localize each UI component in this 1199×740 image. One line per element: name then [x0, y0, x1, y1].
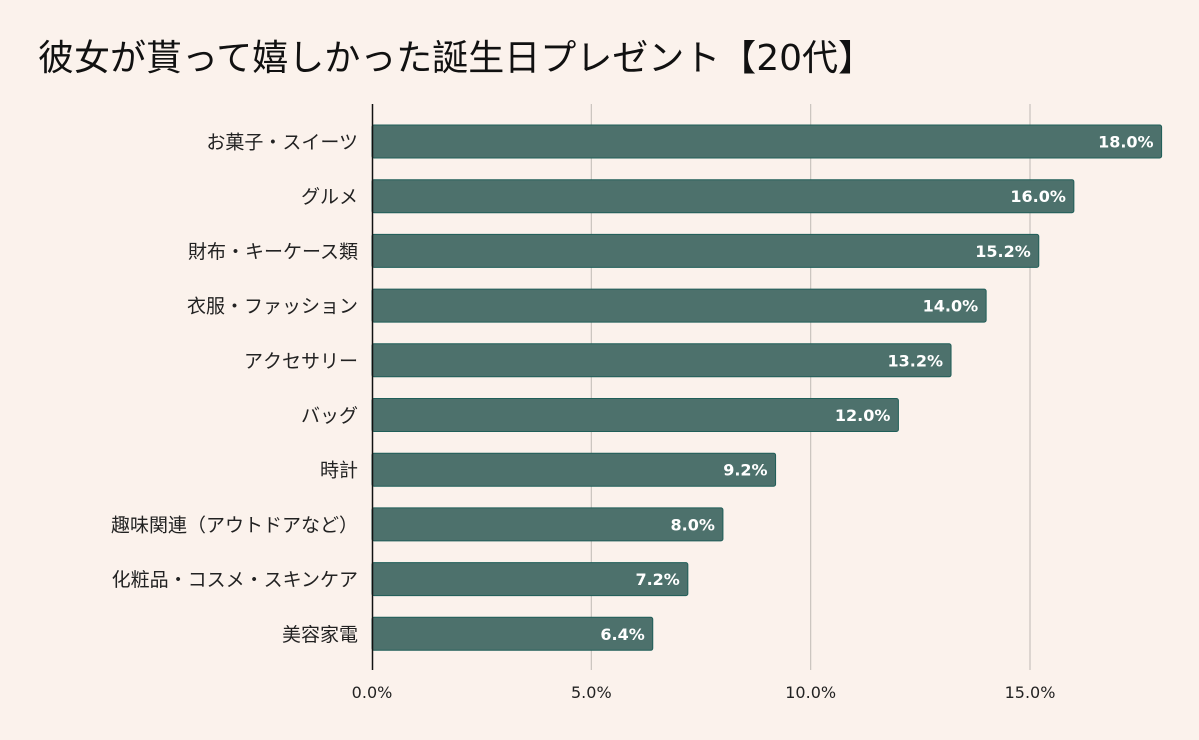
category-label: 化粧品・コスメ・スキンケア	[112, 569, 358, 591]
bar	[371, 452, 777, 487]
category-label: アクセサリー	[244, 350, 358, 372]
x-tick-label: 10.0%	[785, 683, 836, 702]
x-tick-label: 15.0%	[1005, 683, 1056, 702]
data-label: 12.0%	[835, 406, 891, 425]
data-label: 9.2%	[723, 461, 767, 480]
category-label: 衣服・ファッション	[187, 296, 358, 318]
category-label: お菓子・スイーツ	[206, 132, 358, 154]
data-label: 16.0%	[1010, 187, 1066, 206]
x-tick-label: 0.0%	[352, 683, 393, 702]
category-label: 趣味関連（アウトドアなど）	[111, 514, 358, 536]
bar	[371, 179, 1075, 214]
x-tick-label: 5.0%	[571, 683, 612, 702]
data-label: 13.2%	[888, 351, 944, 370]
chart-title: 彼女が貰って嬉しかった誕生日プレゼント【20代】	[38, 38, 874, 79]
data-label: 6.4%	[600, 625, 644, 644]
category-label: 財布・キーケース類	[188, 241, 358, 263]
data-label: 8.0%	[671, 515, 715, 534]
category-label: グルメ	[301, 186, 358, 208]
data-label: 18.0%	[1098, 133, 1154, 152]
bar	[371, 124, 1163, 159]
category-label: 美容家電	[282, 624, 358, 646]
category-label: バッグ	[301, 405, 358, 427]
bar	[371, 398, 899, 432]
bar	[371, 288, 987, 323]
bar	[371, 343, 952, 378]
data-label: 15.2%	[975, 242, 1031, 261]
data-label: 7.2%	[635, 570, 679, 589]
bar	[371, 233, 1040, 268]
category-label: 時計	[320, 460, 358, 482]
data-label: 14.0%	[923, 297, 979, 316]
